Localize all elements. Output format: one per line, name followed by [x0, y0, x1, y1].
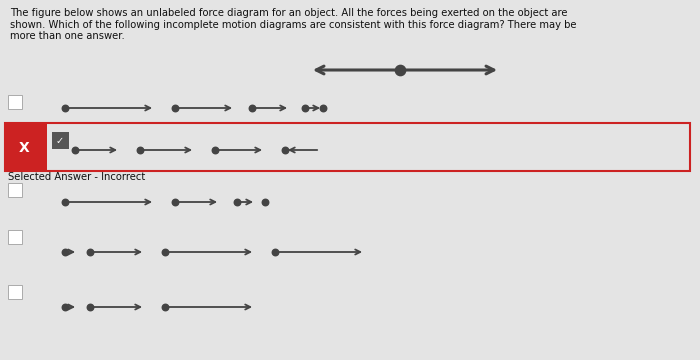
- Point: [394, 67, 405, 73]
- Bar: [5, 123, 690, 171]
- Text: Selected Answer - Incorrect: Selected Answer - Incorrect: [8, 172, 146, 182]
- Point: [160, 249, 171, 255]
- Point: [169, 105, 181, 111]
- Point: [169, 199, 181, 205]
- Point: [260, 199, 271, 205]
- Point: [60, 199, 71, 205]
- Point: [300, 105, 311, 111]
- Point: [279, 147, 290, 153]
- Point: [160, 304, 171, 310]
- Point: [85, 304, 96, 310]
- Point: [60, 249, 71, 255]
- Point: [85, 249, 96, 255]
- Bar: [8, 95, 22, 109]
- Point: [134, 147, 146, 153]
- Text: The figure below shows an unlabeled force diagram for an object. All the forces : The figure below shows an unlabeled forc…: [10, 8, 568, 18]
- Point: [270, 249, 281, 255]
- Text: ✓: ✓: [56, 136, 64, 146]
- Bar: [8, 183, 22, 197]
- Point: [317, 105, 328, 111]
- Point: [60, 304, 71, 310]
- Text: X: X: [19, 141, 29, 155]
- Point: [232, 199, 243, 205]
- Point: [246, 105, 258, 111]
- Bar: [8, 285, 22, 299]
- Text: more than one answer.: more than one answer.: [10, 31, 125, 41]
- Point: [69, 147, 80, 153]
- Text: shown. Which of the following incomplete motion diagrams are consistent with thi: shown. Which of the following incomplete…: [10, 19, 577, 30]
- Point: [209, 147, 220, 153]
- Point: [60, 105, 71, 111]
- Bar: [5, 123, 47, 171]
- Bar: [8, 230, 22, 244]
- Bar: [52, 132, 69, 149]
